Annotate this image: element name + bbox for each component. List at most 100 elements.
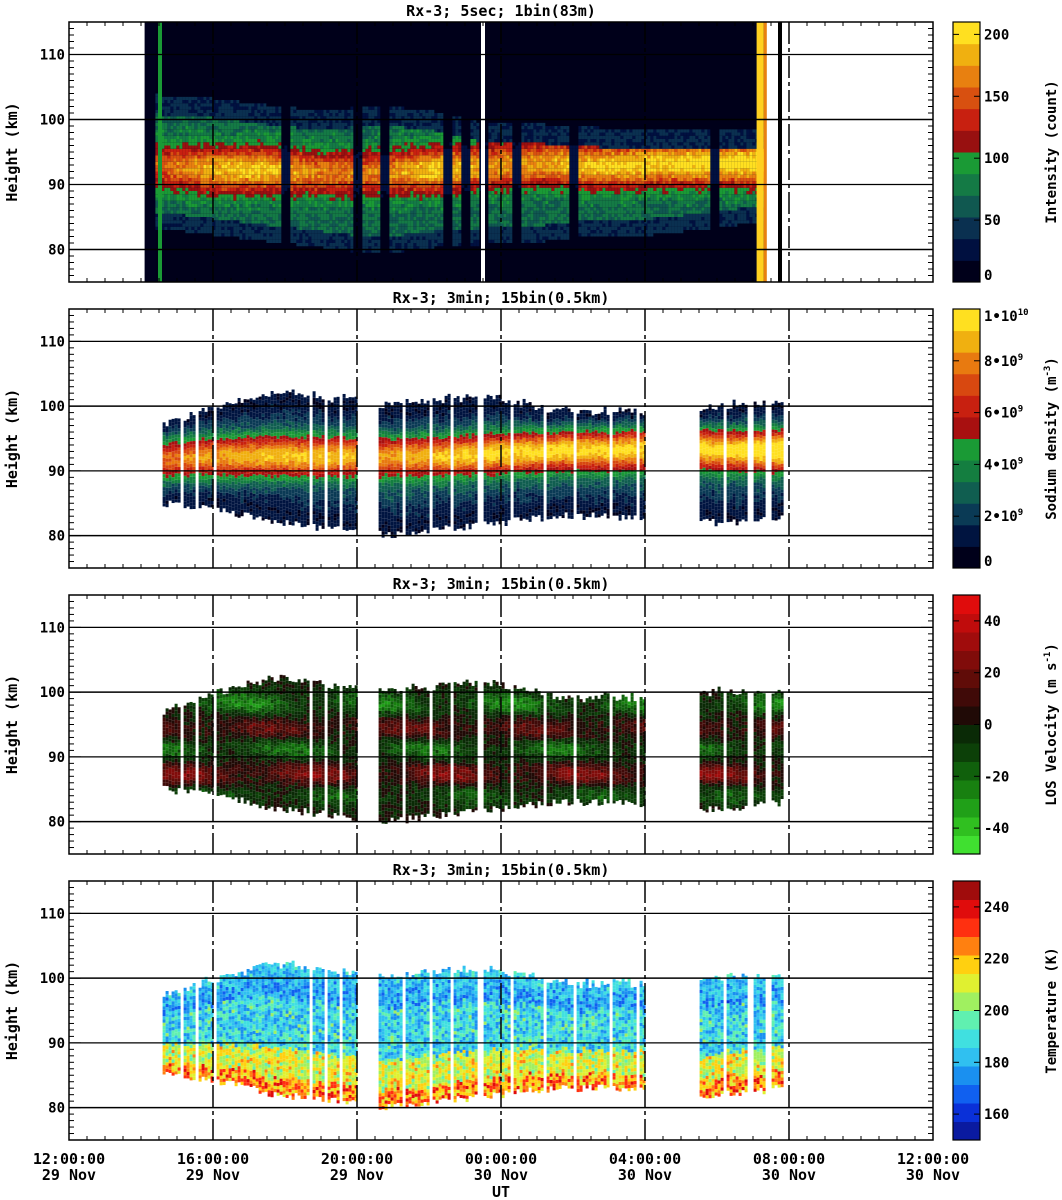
colorbar-swatch: [953, 687, 980, 707]
colorbar-swatch: [953, 309, 980, 332]
x-tick-time: 16:00:00: [177, 1150, 249, 1168]
panel-2: Rx-3; 3min; 15bin(0.5km) Height (km) 80 90 1…: [3, 289, 1060, 570]
colorbar-tick-label: 100: [984, 151, 1009, 167]
y-axis-label: Height (km): [3, 389, 21, 488]
colorbar-swatch: [953, 973, 980, 993]
colorbar-swatch: [953, 1121, 980, 1141]
x-tick-time: 04:00:00: [609, 1150, 681, 1168]
colorbar-swatch: [953, 743, 980, 762]
colorbar-swatch: [953, 217, 980, 240]
colorbar: 0 2•109 4•109 6•109 8•109 1•1010 Sodium densit…: [952, 308, 1060, 570]
x-tick-time: 08:00:00: [753, 1150, 825, 1168]
colorbar-swatch: [953, 1066, 980, 1085]
data-gap: [481, 22, 485, 282]
colorbar-tick-label: 50: [984, 213, 1001, 229]
colorbar-swatch: [953, 761, 980, 781]
colorbar-tick-label: 40: [984, 614, 1001, 630]
colorbar-tick-label: 220: [984, 952, 1009, 968]
y-tick-label: 110: [40, 48, 65, 64]
colorbar-tick-label: 0: [984, 554, 992, 570]
panel-title: Rx-3; 3min; 15bin(0.5km): [393, 575, 610, 593]
colorbar-label: Intensity (count): [1044, 80, 1060, 223]
colorbar-swatch: [953, 173, 980, 196]
y-tick-label: 100: [40, 971, 65, 987]
colorbar-swatch: [953, 152, 980, 175]
data-gap: [778, 22, 782, 282]
colorbar-swatch: [953, 503, 980, 526]
x-tick-date: 30 Nov: [906, 1166, 960, 1184]
y-tick-label: 80: [48, 243, 65, 259]
heatmap-cells: [162, 389, 784, 539]
colorbar-swatch: [953, 992, 980, 1011]
x-tick-date: 30 Nov: [618, 1166, 672, 1184]
x-tick-date: 29 Nov: [186, 1166, 240, 1184]
colorbar-tick-label: 1•1010: [984, 308, 1029, 325]
colorbar-swatch: [953, 798, 980, 818]
colorbar-swatch: [953, 1047, 980, 1067]
colorbar-tick-label: 0: [984, 268, 992, 284]
heatmap-cells: [144, 22, 782, 282]
colorbar-swatch: [953, 43, 980, 66]
y-axis-label: Height (km): [3, 961, 21, 1060]
colorbar-tick-label: 200: [984, 27, 1009, 43]
colorbar-swatch: [953, 899, 980, 919]
x-tick-date: 30 Nov: [762, 1166, 816, 1184]
colorbar-swatch: [953, 780, 980, 799]
colorbar-swatch: [953, 130, 980, 153]
colorbar-tick-label: 8•109: [984, 353, 1023, 370]
colorbar-swatch: [953, 395, 980, 418]
y-tick-label: 90: [48, 750, 65, 766]
colorbar-label: Temperature (K): [1044, 947, 1060, 1073]
colorbar-swatch: [953, 955, 980, 974]
y-tick-label: 110: [40, 906, 65, 922]
colorbar-tick-label: 20: [984, 666, 1001, 682]
colorbar-swatch: [953, 724, 980, 744]
y-tick-label: 80: [48, 1101, 65, 1117]
y-axis-label: Height (km): [3, 675, 21, 774]
colorbar-tick-label: 160: [984, 1107, 1009, 1123]
colorbar-swatch: [953, 438, 980, 461]
colorbar-label: Sodium density (m-3): [1043, 357, 1060, 520]
colorbar-swatch: [953, 195, 980, 218]
colorbar-swatch: [953, 632, 980, 651]
colorbar-swatch: [953, 706, 980, 725]
y-tick-label: 110: [40, 620, 65, 636]
colorbar-swatch: [953, 1010, 980, 1030]
colorbar-tick-label: 200: [984, 1004, 1009, 1020]
colorbar-swatch: [953, 595, 980, 614]
x-tick-time: 00:00:00: [465, 1150, 537, 1168]
colorbar-tick-label: -40: [984, 821, 1009, 837]
colorbar-swatch: [953, 87, 980, 110]
y-tick-label: 90: [48, 178, 65, 194]
colorbar-swatch: [953, 613, 980, 633]
panel-title: Rx-3; 5sec; 1bin(83m): [406, 2, 596, 20]
panel-title: Rx-3; 3min; 15bin(0.5km): [393, 289, 610, 307]
colorbar-swatch: [953, 835, 980, 855]
colorbar-swatch: [953, 460, 980, 483]
colorbar: 160 180 200 220 240 Temperature (K): [952, 880, 1060, 1141]
colorbar-swatch: [953, 918, 980, 937]
y-tick-label: 90: [48, 1036, 65, 1052]
panel-3: Rx-3; 3min; 15bin(0.5km) Height (km) 80 90 1…: [3, 575, 1060, 855]
colorbar-swatch: [953, 881, 980, 900]
colorbar-tick-label: 6•109: [984, 405, 1023, 422]
colorbar-swatch: [953, 373, 980, 396]
y-tick-label: 100: [40, 685, 65, 701]
colorbar-swatch: [953, 260, 980, 283]
colorbar-swatch: [953, 650, 980, 670]
x-axis-label: UT: [492, 1183, 510, 1200]
colorbar-tick-label: 150: [984, 89, 1009, 105]
colorbar-swatch: [953, 330, 980, 353]
x-tick-date: 30 Nov: [474, 1166, 528, 1184]
x-tick-time: 12:00:00: [897, 1150, 969, 1168]
y-tick-label: 80: [48, 815, 65, 831]
colorbar-swatch: [953, 936, 980, 956]
colorbar: 0 50 100 150 200 Intensity (count): [952, 21, 1060, 284]
y-tick-label: 100: [40, 399, 65, 415]
x-tick-date: 29 Nov: [330, 1166, 384, 1184]
x-tick-time: 20:00:00: [321, 1150, 393, 1168]
panel-1: Rx-3; 5sec; 1bin(83m) Height (km) 80 90 100 1…: [3, 2, 1060, 284]
colorbar-tick-label: 0: [984, 718, 992, 734]
colorbar-swatch: [953, 1029, 980, 1048]
